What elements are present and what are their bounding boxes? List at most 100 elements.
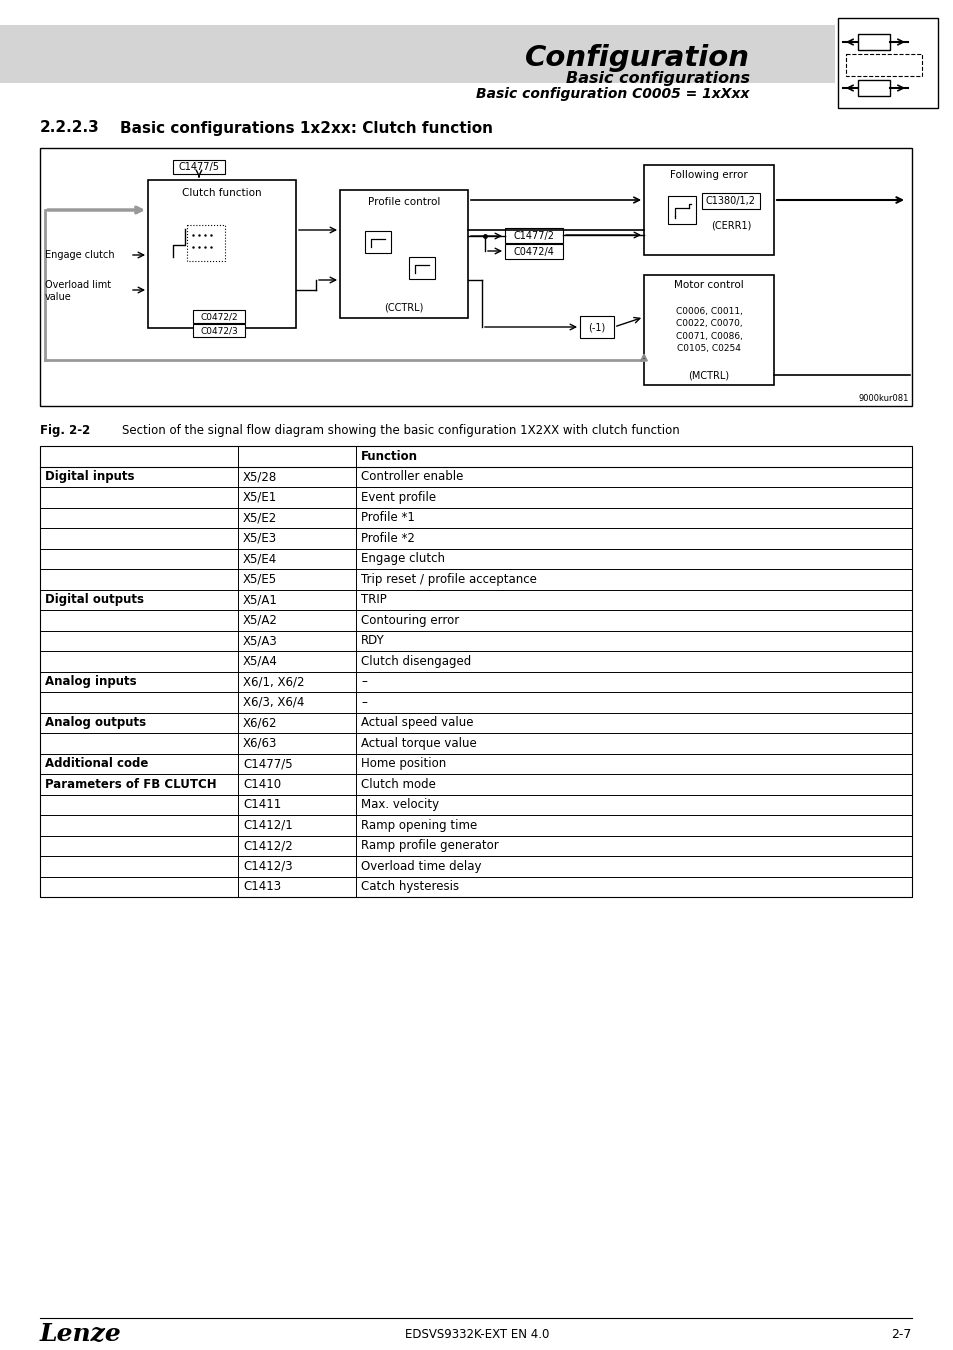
Text: C0472/4: C0472/4: [513, 247, 554, 256]
Text: Function: Function: [360, 450, 417, 463]
Text: (-1): (-1): [588, 323, 605, 332]
Text: C1477/5: C1477/5: [178, 162, 219, 171]
Text: C1413: C1413: [243, 880, 281, 894]
Text: Clutch disengaged: Clutch disengaged: [360, 655, 471, 668]
Text: (MCTRL): (MCTRL): [688, 371, 729, 381]
Text: Contouring error: Contouring error: [360, 614, 458, 626]
Text: Analog outputs: Analog outputs: [45, 717, 146, 729]
Text: Profile *1: Profile *1: [360, 512, 415, 524]
Bar: [643, 275, 773, 385]
Text: Digital outputs: Digital outputs: [45, 593, 144, 606]
Bar: [365, 231, 391, 252]
Text: Profile control: Profile control: [368, 197, 439, 207]
Text: Clutch function: Clutch function: [182, 188, 261, 198]
Text: Following error: Following error: [669, 170, 747, 180]
Text: Parameters of FB CLUTCH: Parameters of FB CLUTCH: [45, 778, 216, 791]
Text: RDY: RDY: [360, 634, 384, 647]
Text: C1412/3: C1412/3: [243, 860, 293, 872]
Text: Max. velocity: Max. velocity: [360, 798, 438, 811]
Text: Engage clutch: Engage clutch: [45, 250, 114, 261]
Text: Ramp profile generator: Ramp profile generator: [360, 840, 498, 852]
Text: X6/1, X6/2: X6/1, X6/2: [243, 675, 304, 688]
Text: C1380/1,2: C1380/1,2: [705, 196, 755, 207]
Text: Actual torque value: Actual torque value: [360, 737, 476, 749]
Text: Event profile: Event profile: [360, 491, 436, 504]
Text: Configuration: Configuration: [524, 45, 749, 72]
Text: Profile *2: Profile *2: [360, 532, 415, 545]
Text: Digital inputs: Digital inputs: [45, 470, 134, 483]
Text: X5/E1: X5/E1: [243, 491, 277, 504]
Text: EDSVS9332K-EXT EN 4.0: EDSVS9332K-EXT EN 4.0: [404, 1327, 549, 1341]
Text: X5/E4: X5/E4: [243, 552, 277, 566]
Bar: [504, 244, 562, 259]
Text: Trip reset / profile acceptance: Trip reset / profile acceptance: [360, 572, 537, 586]
Text: X5/28: X5/28: [243, 470, 277, 483]
Text: Clutch mode: Clutch mode: [360, 778, 436, 791]
Text: X5/A1: X5/A1: [243, 593, 277, 606]
Bar: [0, 26, 834, 82]
Bar: [857, 34, 889, 50]
Text: 2-7: 2-7: [891, 1327, 911, 1341]
Text: Engage clutch: Engage clutch: [360, 552, 444, 566]
Text: Lenze: Lenze: [40, 1322, 122, 1346]
Bar: [857, 80, 889, 96]
Text: C0472/2: C0472/2: [200, 312, 237, 321]
Text: X5/E3: X5/E3: [243, 532, 276, 545]
Text: C1477/2: C1477/2: [513, 231, 554, 240]
Text: Home position: Home position: [360, 757, 446, 771]
Text: 9000kur081: 9000kur081: [858, 394, 908, 404]
Text: Motor control: Motor control: [674, 279, 743, 290]
Text: Fig. 2-2: Fig. 2-2: [40, 424, 91, 437]
Text: Ramp opening time: Ramp opening time: [360, 818, 476, 832]
Bar: [667, 196, 696, 224]
Text: X5/A2: X5/A2: [243, 614, 277, 626]
Text: C1477/5: C1477/5: [243, 757, 293, 771]
Text: X6/3, X6/4: X6/3, X6/4: [243, 695, 304, 709]
Bar: [701, 193, 760, 209]
Bar: [504, 228, 562, 243]
Text: Catch hysteresis: Catch hysteresis: [360, 880, 458, 894]
Text: Basic configuration C0005 = 1xXxx: Basic configuration C0005 = 1xXxx: [476, 86, 749, 101]
Text: X5/A3: X5/A3: [243, 634, 277, 647]
Text: TRIP: TRIP: [360, 593, 386, 606]
Bar: [409, 256, 435, 279]
Text: X5/A4: X5/A4: [243, 655, 277, 668]
Text: Controller enable: Controller enable: [360, 470, 463, 483]
Text: C0472/3: C0472/3: [200, 325, 237, 335]
Bar: [579, 316, 614, 338]
Text: C1411: C1411: [243, 798, 281, 811]
Text: X6/62: X6/62: [243, 717, 277, 729]
Bar: [40, 148, 911, 406]
Bar: [339, 190, 468, 319]
Text: X5/E5: X5/E5: [243, 572, 276, 586]
Text: Basic configurations: Basic configurations: [565, 70, 749, 85]
Bar: [193, 310, 245, 323]
Bar: [172, 161, 225, 174]
Text: 2.2.2.3: 2.2.2.3: [40, 120, 100, 135]
Text: C0006, C0011,
C0022, C0070,
C0071, C0086,
C0105, C0254: C0006, C0011, C0022, C0070, C0071, C0086…: [675, 306, 741, 354]
Text: Overload limt: Overload limt: [45, 279, 111, 290]
Text: Section of the signal flow diagram showing the basic configuration 1X2XX with cl: Section of the signal flow diagram showi…: [122, 424, 679, 437]
Bar: [193, 324, 245, 338]
Text: (CERR1): (CERR1): [710, 220, 750, 230]
Text: Actual speed value: Actual speed value: [360, 717, 473, 729]
Text: –: –: [360, 675, 367, 688]
Bar: [148, 180, 295, 328]
Text: Basic configurations 1x2xx: Clutch function: Basic configurations 1x2xx: Clutch funct…: [120, 120, 493, 135]
Text: C1410: C1410: [243, 778, 281, 791]
Bar: [837, 18, 937, 108]
Text: (CCTRL): (CCTRL): [384, 302, 423, 313]
Text: Overload time delay: Overload time delay: [360, 860, 481, 872]
Text: C1412/1: C1412/1: [243, 818, 293, 832]
Text: Analog inputs: Analog inputs: [45, 675, 136, 688]
Text: X6/63: X6/63: [243, 737, 277, 749]
Text: –: –: [360, 695, 367, 709]
Text: X5/E2: X5/E2: [243, 512, 277, 524]
Bar: [187, 225, 225, 261]
Text: Additional code: Additional code: [45, 757, 149, 771]
Bar: [643, 165, 773, 255]
Text: (CLUTCH): (CLUTCH): [199, 313, 245, 323]
Text: value: value: [45, 292, 71, 302]
Bar: [845, 54, 921, 76]
Text: C1412/2: C1412/2: [243, 840, 293, 852]
